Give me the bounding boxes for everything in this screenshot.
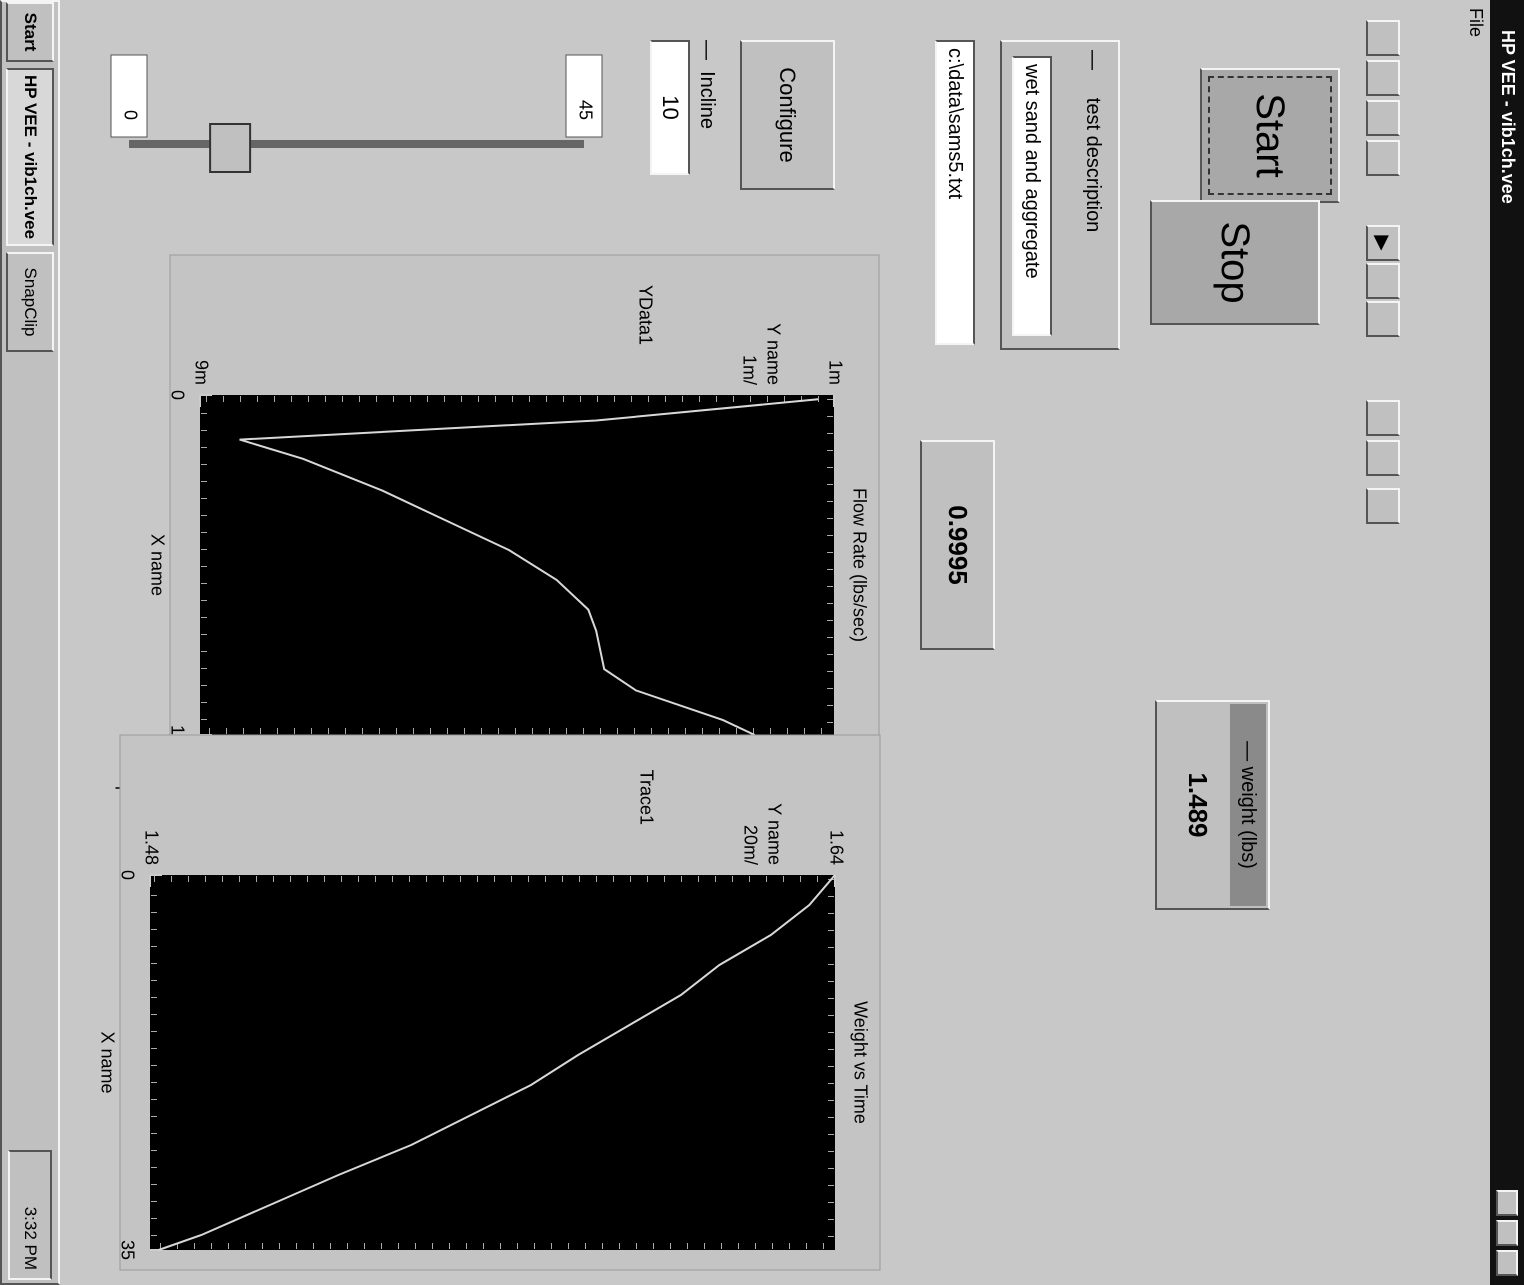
screen: HP VEE - vib1ch.vee File ▶ Start Stop — …	[0, 0, 1524, 1285]
y-tick-label: 1.64	[826, 830, 846, 865]
plot-area	[200, 395, 834, 735]
y-axis-label: Y name	[764, 803, 784, 865]
x-tick-label: 0	[117, 870, 137, 880]
y-per-div: 20m/	[740, 825, 760, 865]
clock: 3:32 PM	[8, 1150, 52, 1280]
chart-title: Flow Rate (lbs/sec)	[849, 488, 869, 642]
trace-name: Trace1	[636, 770, 656, 825]
x-axis-label: X name	[147, 534, 167, 596]
task-button[interactable]: HP VEE - vib1ch.vee	[6, 68, 54, 246]
slider-label-box	[566, 55, 602, 137]
x-axis-label: X name	[97, 1031, 117, 1093]
y-tick-label: 1.48	[141, 830, 161, 865]
y-per-div: 1m/	[739, 355, 759, 385]
trace-name: YData1	[635, 285, 655, 345]
charts-layer: 450Flow Rate (lbs/sec)1m9m016Y name1m/X …	[0, 0, 1524, 1285]
start-menu-button[interactable]: Start	[6, 2, 54, 62]
slider-track	[129, 140, 584, 148]
y-axis-label: Y name	[763, 323, 783, 385]
x-tick-label: 35	[117, 1240, 137, 1260]
chart-title: Weight vs Time	[850, 1001, 870, 1124]
slider-max-label: 45	[575, 100, 595, 120]
slider-label-box	[111, 55, 147, 137]
x-tick-label: 0	[167, 390, 187, 400]
task-button[interactable]: SnapClip	[6, 252, 54, 352]
slider-thumb	[210, 124, 250, 172]
plot-area	[150, 875, 835, 1250]
slider-min-label: 0	[120, 110, 140, 120]
y-tick-label: 1m	[825, 360, 845, 385]
y-tick-label: 9m	[191, 360, 211, 385]
